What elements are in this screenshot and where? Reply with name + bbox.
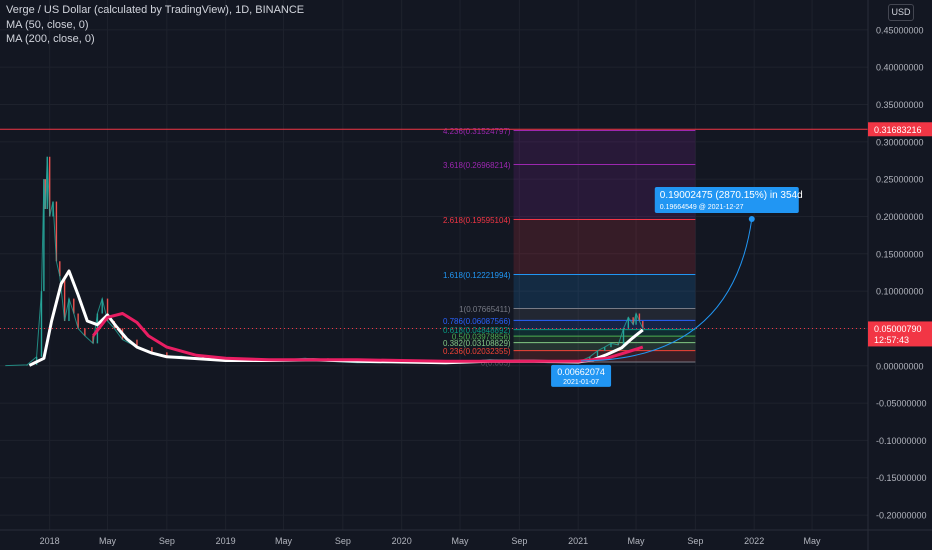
projection-start-date: 2021-01-07 xyxy=(563,379,599,386)
x-tick-label: 2022 xyxy=(744,536,764,546)
fib-zone xyxy=(513,342,696,351)
y-tick-label: 0.00000000 xyxy=(876,361,924,371)
bar-countdown-text: 12:57:43 xyxy=(874,335,909,345)
fib-zone xyxy=(513,336,696,343)
fib-level-label: 0(0.005) xyxy=(481,359,511,368)
ma200-line xyxy=(91,312,644,363)
y-tick-label: -0.05000000 xyxy=(876,399,927,409)
y-tick-label: -0.10000000 xyxy=(876,436,927,446)
projection-end-box xyxy=(654,186,799,213)
y-tick-label: 0.25000000 xyxy=(876,175,924,185)
x-tick-label: Sep xyxy=(687,536,703,546)
x-tick-label: Sep xyxy=(159,536,175,546)
projection-start-box xyxy=(551,364,612,387)
current-price-tag xyxy=(868,321,932,347)
fib-level-label: 0.786(0.06087566) xyxy=(443,317,511,326)
fib-level-label: 3.618(0.26968214) xyxy=(443,161,511,170)
projection-start-label: 0.00662074 2021-01-07 xyxy=(551,364,612,387)
x-tick-label: May xyxy=(275,536,293,546)
x-tick-label: 2019 xyxy=(216,536,236,546)
fib-zone xyxy=(513,329,696,337)
current-price-text: 0.05000790 xyxy=(874,324,922,334)
fib-zone xyxy=(513,308,696,321)
y-tick-label: -0.20000000 xyxy=(876,511,927,521)
projection-start-price: 0.00662074 xyxy=(557,367,605,377)
fib-level-label: 0.618(0.04848892) xyxy=(443,326,511,335)
resistance-price-tag xyxy=(868,122,932,137)
currency-button[interactable]: USD xyxy=(888,4,914,21)
x-tick-label: May xyxy=(628,536,646,546)
fib-zone xyxy=(513,130,696,165)
y-tick-label: 0.20000000 xyxy=(876,212,924,222)
ma50-legend[interactable]: MA (50, close, 0) xyxy=(6,19,89,31)
y-tick-label: 0.35000000 xyxy=(876,100,924,110)
x-tick-label: 2020 xyxy=(392,536,412,546)
fib-level-label: 2.618(0.19595104) xyxy=(443,216,511,225)
chart-title: Verge / US Dollar (calculated by Trading… xyxy=(6,4,305,16)
y-tick-label: 0.15000000 xyxy=(876,249,924,259)
fib-zone xyxy=(513,219,696,275)
x-tick-label: Sep xyxy=(511,536,527,546)
fib-level-label: 1.618(0.12221994) xyxy=(443,271,511,280)
fib-level-label: 1(0.07665411) xyxy=(459,305,511,314)
x-tick-label: Sep xyxy=(335,536,351,546)
projection-end-label: 0.19002475 (2870.15%) in 354d 0.19664549 … xyxy=(654,186,803,213)
projection-change-text: 0.19002475 (2870.15%) in 354d xyxy=(660,190,803,201)
projection-end-point xyxy=(748,215,755,222)
y-tick-label: 0.30000000 xyxy=(876,137,924,147)
x-tick-label: May xyxy=(99,536,117,546)
y-tick-label: 0.45000000 xyxy=(876,25,924,35)
fib-level-label: 0.236(0.02032355) xyxy=(443,347,511,356)
x-tick-label: 2021 xyxy=(568,536,588,546)
projection-curve xyxy=(581,218,753,362)
fib-level-label: 0.382(0.03108829) xyxy=(443,339,511,348)
ma200-legend[interactable]: MA (200, close, 0) xyxy=(6,33,95,45)
y-tick-label: -0.15000000 xyxy=(876,473,927,483)
x-tick-label: May xyxy=(804,536,822,546)
fib-zone xyxy=(513,320,696,330)
y-tick-label: 0.40000000 xyxy=(876,63,924,73)
y-tick-label: 0.10000000 xyxy=(876,287,924,297)
projection-target-text: 0.19664549 @ 2021-12-27 xyxy=(660,204,744,211)
fib-zone xyxy=(513,274,696,309)
fib-level-label: 0.5(0.03978856) xyxy=(452,333,511,342)
x-tick-label: 2018 xyxy=(40,536,60,546)
resistance-price-text: 0.31683216 xyxy=(874,125,922,135)
x-tick-label: May xyxy=(452,536,470,546)
fib-level-label: 4.236(0.31524797) xyxy=(443,127,511,136)
